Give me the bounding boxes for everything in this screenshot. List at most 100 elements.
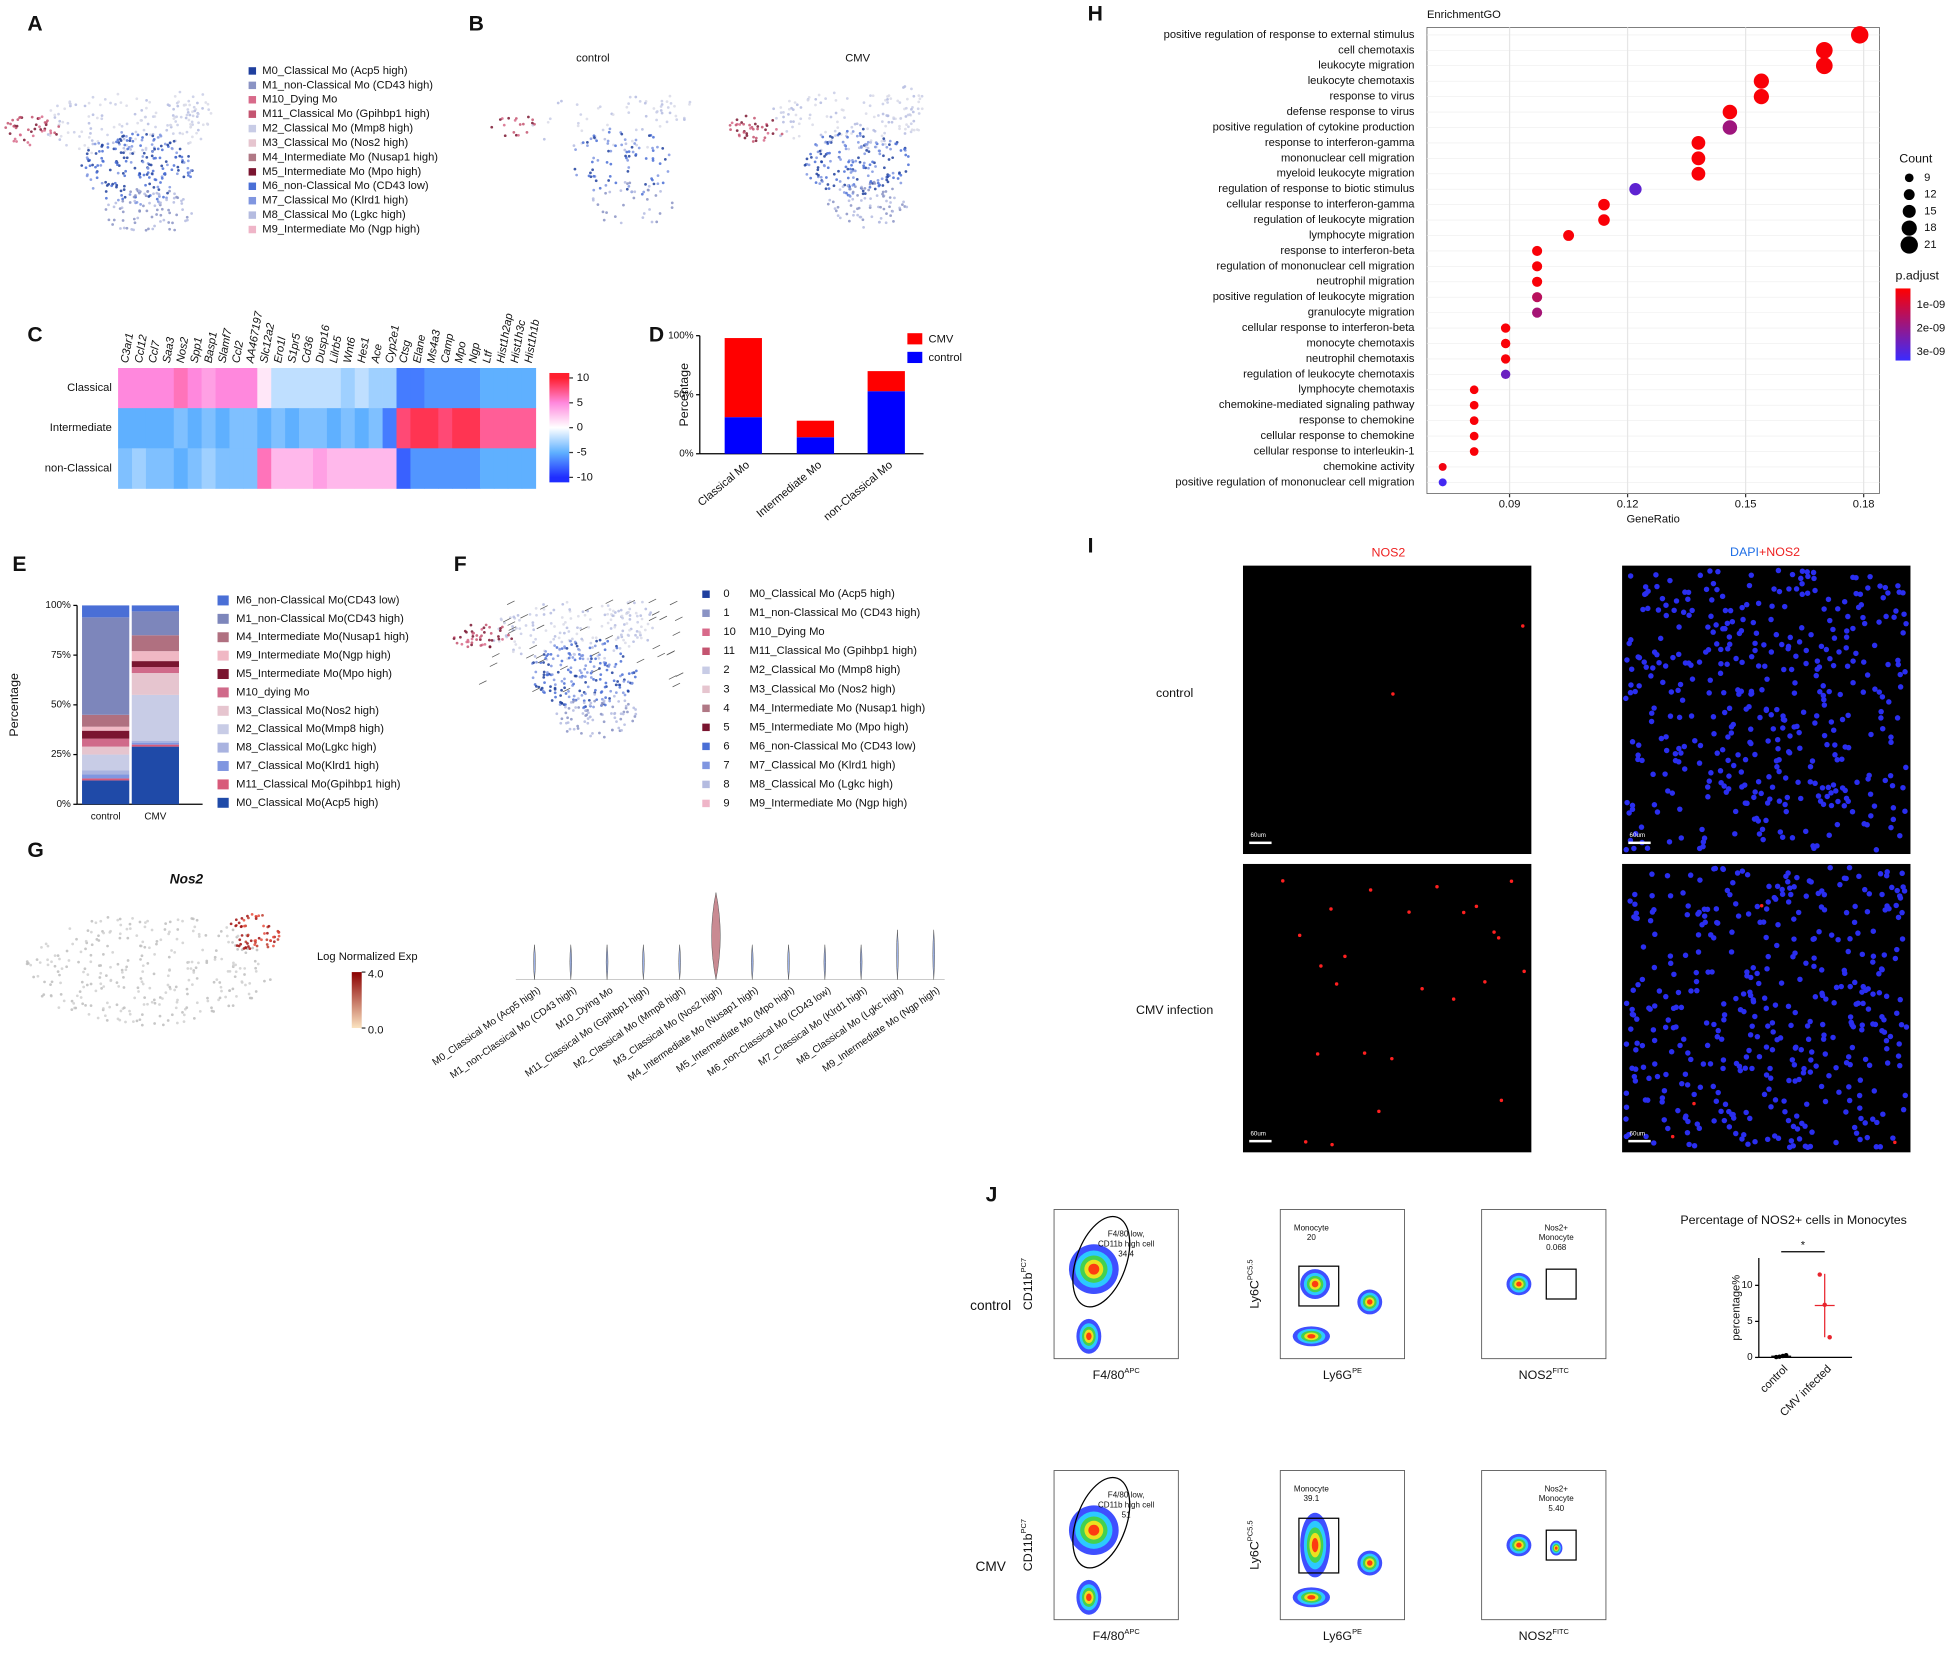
- cell-dot: [189, 175, 192, 179]
- nucleus: [1896, 1041, 1902, 1047]
- cell-dot: [586, 685, 590, 689]
- cell-dot: [849, 167, 852, 171]
- cell-dot: [882, 166, 886, 170]
- cell-dot: [888, 205, 891, 209]
- heat-cell: [201, 408, 216, 449]
- cell-dot: [630, 190, 634, 194]
- cell-dot: [634, 611, 638, 615]
- cell-dot: [243, 967, 247, 970]
- cell-dot: [201, 123, 205, 127]
- nos2-signal: [1893, 1140, 1897, 1145]
- cell-dot: [891, 156, 895, 160]
- gene-label: Lilrb5: [328, 334, 345, 364]
- cell-dot: [128, 922, 132, 926]
- cell-dot: [77, 147, 81, 151]
- cell-dot: [488, 625, 491, 629]
- nucleus: [1900, 1106, 1907, 1113]
- cell-dot: [636, 620, 640, 624]
- nucleus: [1675, 989, 1682, 996]
- cell-dot: [789, 120, 793, 123]
- nucleus: [1823, 996, 1829, 1002]
- cell-dot: [558, 631, 562, 635]
- cell-dot: [212, 980, 216, 984]
- cell-dot: [158, 133, 162, 137]
- cell-dot: [85, 156, 89, 160]
- nucleus: [1688, 713, 1695, 719]
- nucleus: [1768, 1104, 1774, 1110]
- cell-dot: [850, 132, 853, 135]
- cell-dot: [75, 937, 78, 941]
- y-tick-label: 0%: [679, 448, 694, 459]
- cell-dot: [572, 144, 576, 147]
- nucleus: [1867, 573, 1873, 580]
- cell-dot: [157, 188, 161, 192]
- cell-dot: [592, 156, 596, 160]
- cell-dot: [586, 141, 589, 144]
- cell-dot: [138, 1018, 142, 1022]
- cell-dot: [99, 982, 103, 986]
- nucleus: [1850, 625, 1856, 632]
- velocity-arrow: [532, 687, 540, 693]
- colorbar-label: 3e-09: [1917, 346, 1946, 358]
- cell-dot: [247, 992, 251, 996]
- nucleus: [1755, 818, 1762, 824]
- nucleus: [1739, 604, 1745, 611]
- cell-dot: [754, 136, 758, 140]
- nucleus: [1694, 1121, 1701, 1127]
- cell-dot: [135, 97, 139, 101]
- cell-dot: [40, 994, 44, 998]
- cell-dot: [596, 158, 600, 162]
- cell-dot: [673, 104, 676, 108]
- cell-dot: [123, 149, 127, 153]
- cell-dot: [886, 98, 889, 101]
- nucleus: [1820, 692, 1827, 699]
- cell-dot: [197, 932, 201, 936]
- cell-dot: [580, 671, 583, 675]
- bar-segment: [82, 770, 130, 775]
- nos2-signal: [1483, 980, 1487, 984]
- cell-dot: [549, 652, 553, 656]
- cell-dot: [603, 613, 607, 617]
- cell-dot: [141, 940, 145, 944]
- legend-label: M1_non-Classical Mo (CD43 high): [262, 79, 433, 91]
- enrichment-dot: [1469, 447, 1479, 456]
- nucleus: [1894, 946, 1900, 953]
- nucleus: [1891, 614, 1897, 620]
- cell-dot: [153, 147, 156, 151]
- nucleus: [1750, 998, 1757, 1005]
- nucleus: [1629, 739, 1636, 745]
- cell-dot: [44, 123, 48, 127]
- nucleus: [1779, 641, 1785, 648]
- nucleus: [1782, 801, 1788, 808]
- nucleus: [1727, 891, 1733, 898]
- cell-dot: [123, 143, 127, 147]
- cell-dot: [89, 953, 93, 957]
- nucleus: [1868, 813, 1874, 819]
- nucleus: [1721, 1117, 1728, 1124]
- cell-dot: [524, 624, 528, 627]
- cell-dot: [100, 127, 104, 131]
- cell-dot: [910, 107, 913, 111]
- nucleus: [1808, 1049, 1815, 1055]
- legend-label: M11_Classical Mo (Gpihbp1 high): [750, 645, 918, 657]
- cell-dot: [201, 107, 204, 110]
- cell-dot: [96, 1016, 100, 1020]
- cell-dot: [626, 159, 630, 162]
- heat-cell: [521, 448, 537, 489]
- colorbar-label: 0.0: [368, 1024, 384, 1036]
- gene-label: S1pr5: [286, 332, 303, 364]
- cell-dot: [835, 178, 839, 182]
- enrichment-dot: [1629, 183, 1642, 196]
- nos2-signal: [1692, 1101, 1696, 1106]
- cell-dot: [609, 689, 613, 693]
- nucleus: [1624, 799, 1630, 806]
- cell-dot: [139, 202, 142, 206]
- cell-dot: [583, 675, 587, 679]
- cell-dot: [30, 115, 34, 119]
- nucleus: [1792, 680, 1798, 686]
- cell-dot: [845, 97, 849, 100]
- density: [1367, 1560, 1373, 1566]
- cell-dot: [573, 674, 577, 678]
- cell-dot: [589, 701, 593, 705]
- legend-label: M10_dying Mo: [236, 686, 309, 698]
